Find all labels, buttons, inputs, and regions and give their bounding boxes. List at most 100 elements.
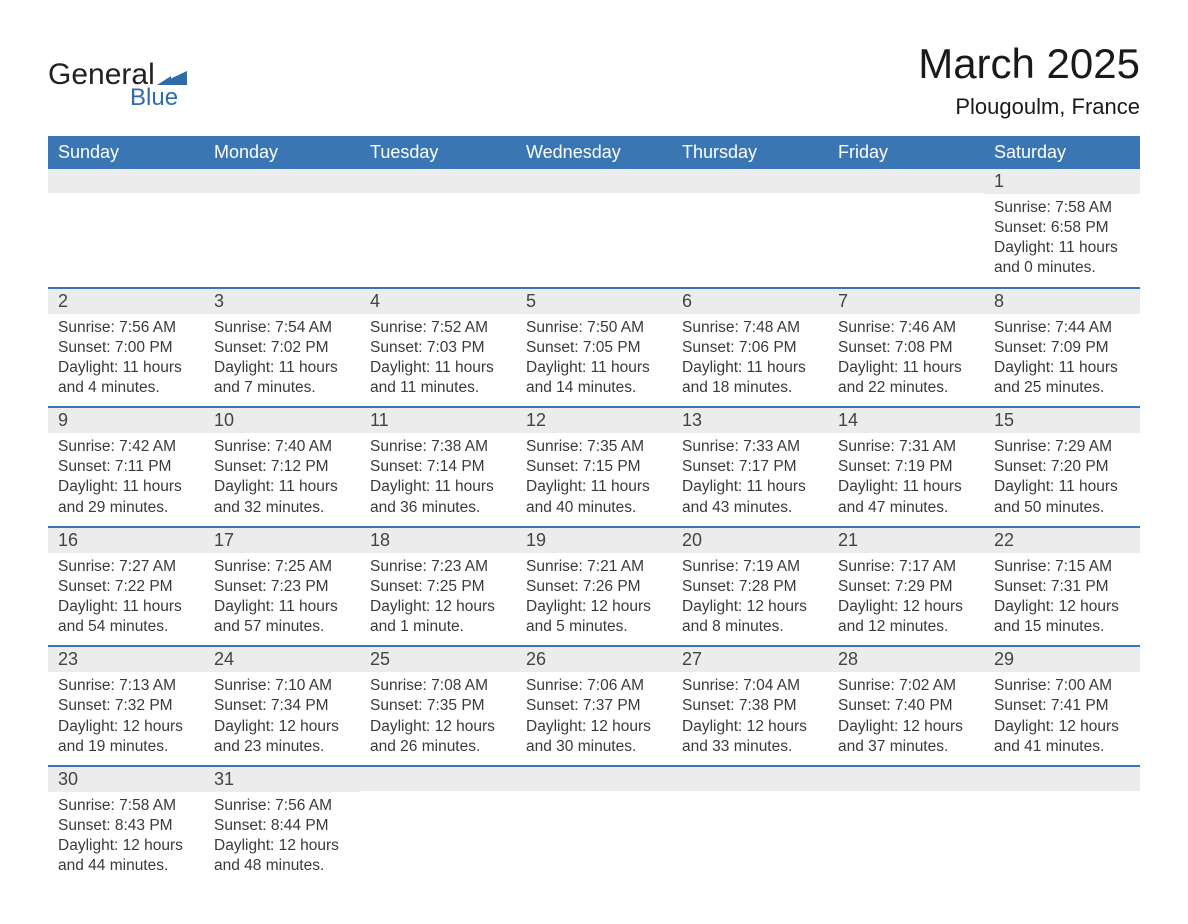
- weekday-header: Tuesday: [360, 136, 516, 169]
- day-details: [672, 791, 828, 851]
- sunset-line: Sunset: 7:06 PM: [682, 338, 818, 358]
- sunset-line: Sunset: 7:38 PM: [682, 696, 818, 716]
- sunrise-line: Sunrise: 7:33 AM: [682, 437, 818, 457]
- daylight-line: Daylight: 11 hours and 22 minutes.: [838, 358, 974, 398]
- sunset-line: Sunset: 7:20 PM: [994, 457, 1130, 477]
- day-number: [204, 169, 360, 193]
- daylight-line: Daylight: 12 hours and 8 minutes.: [682, 597, 818, 637]
- day-number: 12: [516, 408, 672, 433]
- calendar-day-cell: 7Sunrise: 7:46 AMSunset: 7:08 PMDaylight…: [828, 288, 984, 408]
- day-number: 1: [984, 169, 1140, 194]
- calendar-day-cell: 11Sunrise: 7:38 AMSunset: 7:14 PMDayligh…: [360, 407, 516, 527]
- sunrise-line: Sunrise: 7:50 AM: [526, 318, 662, 338]
- sunset-line: Sunset: 7:31 PM: [994, 577, 1130, 597]
- sunset-line: Sunset: 6:58 PM: [994, 218, 1130, 238]
- day-number: 20: [672, 528, 828, 553]
- day-details: Sunrise: 7:23 AMSunset: 7:25 PMDaylight:…: [360, 553, 516, 646]
- sunset-line: Sunset: 7:15 PM: [526, 457, 662, 477]
- sunset-line: Sunset: 7:08 PM: [838, 338, 974, 358]
- daylight-line: Daylight: 11 hours and 57 minutes.: [214, 597, 350, 637]
- day-details: [828, 193, 984, 253]
- calendar-empty-cell: [204, 169, 360, 288]
- sunrise-line: Sunrise: 7:58 AM: [58, 796, 194, 816]
- sunrise-line: Sunrise: 7:48 AM: [682, 318, 818, 338]
- calendar-day-cell: 25Sunrise: 7:08 AMSunset: 7:35 PMDayligh…: [360, 646, 516, 766]
- day-details: Sunrise: 7:42 AMSunset: 7:11 PMDaylight:…: [48, 433, 204, 526]
- calendar-empty-cell: [360, 766, 516, 885]
- sunrise-line: Sunrise: 7:17 AM: [838, 557, 974, 577]
- calendar-day-cell: 3Sunrise: 7:54 AMSunset: 7:02 PMDaylight…: [204, 288, 360, 408]
- day-number: [48, 169, 204, 193]
- day-number: 6: [672, 289, 828, 314]
- calendar-week-row: 30Sunrise: 7:58 AMSunset: 8:43 PMDayligh…: [48, 766, 1140, 885]
- day-number: 3: [204, 289, 360, 314]
- sunset-line: Sunset: 7:28 PM: [682, 577, 818, 597]
- daylight-line: Daylight: 11 hours and 40 minutes.: [526, 477, 662, 517]
- sunrise-line: Sunrise: 7:58 AM: [994, 198, 1130, 218]
- sunrise-line: Sunrise: 7:19 AM: [682, 557, 818, 577]
- daylight-line: Daylight: 12 hours and 5 minutes.: [526, 597, 662, 637]
- weekday-header: Monday: [204, 136, 360, 169]
- calendar-day-cell: 19Sunrise: 7:21 AMSunset: 7:26 PMDayligh…: [516, 527, 672, 647]
- sunrise-line: Sunrise: 7:27 AM: [58, 557, 194, 577]
- calendar-empty-cell: [672, 169, 828, 288]
- day-details: Sunrise: 7:44 AMSunset: 7:09 PMDaylight:…: [984, 314, 1140, 407]
- day-number: 15: [984, 408, 1140, 433]
- day-details: Sunrise: 7:17 AMSunset: 7:29 PMDaylight:…: [828, 553, 984, 646]
- day-details: Sunrise: 7:50 AMSunset: 7:05 PMDaylight:…: [516, 314, 672, 407]
- day-details: Sunrise: 7:06 AMSunset: 7:37 PMDaylight:…: [516, 672, 672, 765]
- sunset-line: Sunset: 7:03 PM: [370, 338, 506, 358]
- day-details: Sunrise: 7:58 AMSunset: 6:58 PMDaylight:…: [984, 194, 1140, 287]
- day-details: [516, 193, 672, 253]
- day-number: [828, 169, 984, 193]
- calendar-day-cell: 23Sunrise: 7:13 AMSunset: 7:32 PMDayligh…: [48, 646, 204, 766]
- day-number: [828, 767, 984, 791]
- sunrise-line: Sunrise: 7:56 AM: [214, 796, 350, 816]
- daylight-line: Daylight: 12 hours and 41 minutes.: [994, 717, 1130, 757]
- daylight-line: Daylight: 11 hours and 29 minutes.: [58, 477, 194, 517]
- calendar-day-cell: 30Sunrise: 7:58 AMSunset: 8:43 PMDayligh…: [48, 766, 204, 885]
- day-details: Sunrise: 7:10 AMSunset: 7:34 PMDaylight:…: [204, 672, 360, 765]
- day-number: 29: [984, 647, 1140, 672]
- daylight-line: Daylight: 12 hours and 26 minutes.: [370, 717, 506, 757]
- calendar-day-cell: 2Sunrise: 7:56 AMSunset: 7:00 PMDaylight…: [48, 288, 204, 408]
- calendar-day-cell: 27Sunrise: 7:04 AMSunset: 7:38 PMDayligh…: [672, 646, 828, 766]
- sunrise-line: Sunrise: 7:06 AM: [526, 676, 662, 696]
- calendar-empty-cell: [828, 169, 984, 288]
- sunset-line: Sunset: 7:35 PM: [370, 696, 506, 716]
- day-number: 11: [360, 408, 516, 433]
- sunrise-line: Sunrise: 7:40 AM: [214, 437, 350, 457]
- calendar-day-cell: 6Sunrise: 7:48 AMSunset: 7:06 PMDaylight…: [672, 288, 828, 408]
- daylight-line: Daylight: 12 hours and 48 minutes.: [214, 836, 350, 876]
- day-details: [360, 193, 516, 253]
- day-details: Sunrise: 7:56 AMSunset: 7:00 PMDaylight:…: [48, 314, 204, 407]
- sunset-line: Sunset: 7:32 PM: [58, 696, 194, 716]
- day-details: [360, 791, 516, 851]
- calendar-empty-cell: [828, 766, 984, 885]
- sunset-line: Sunset: 8:44 PM: [214, 816, 350, 836]
- sunrise-line: Sunrise: 7:21 AM: [526, 557, 662, 577]
- day-number: [516, 767, 672, 791]
- day-number: 25: [360, 647, 516, 672]
- sunrise-line: Sunrise: 7:46 AM: [838, 318, 974, 338]
- day-details: [204, 193, 360, 253]
- day-number: 22: [984, 528, 1140, 553]
- day-number: [672, 169, 828, 193]
- day-details: Sunrise: 7:19 AMSunset: 7:28 PMDaylight:…: [672, 553, 828, 646]
- day-number: 30: [48, 767, 204, 792]
- calendar-empty-cell: [516, 766, 672, 885]
- sunrise-line: Sunrise: 7:54 AM: [214, 318, 350, 338]
- location: Plougoulm, France: [918, 94, 1140, 120]
- calendar-day-cell: 12Sunrise: 7:35 AMSunset: 7:15 PMDayligh…: [516, 407, 672, 527]
- day-details: Sunrise: 7:02 AMSunset: 7:40 PMDaylight:…: [828, 672, 984, 765]
- calendar-day-cell: 13Sunrise: 7:33 AMSunset: 7:17 PMDayligh…: [672, 407, 828, 527]
- day-number: 13: [672, 408, 828, 433]
- sunset-line: Sunset: 7:02 PM: [214, 338, 350, 358]
- calendar-week-row: 16Sunrise: 7:27 AMSunset: 7:22 PMDayligh…: [48, 527, 1140, 647]
- day-number: 31: [204, 767, 360, 792]
- sunrise-line: Sunrise: 7:52 AM: [370, 318, 506, 338]
- sunrise-line: Sunrise: 7:44 AM: [994, 318, 1130, 338]
- sunset-line: Sunset: 7:12 PM: [214, 457, 350, 477]
- calendar-day-cell: 28Sunrise: 7:02 AMSunset: 7:40 PMDayligh…: [828, 646, 984, 766]
- day-number: 26: [516, 647, 672, 672]
